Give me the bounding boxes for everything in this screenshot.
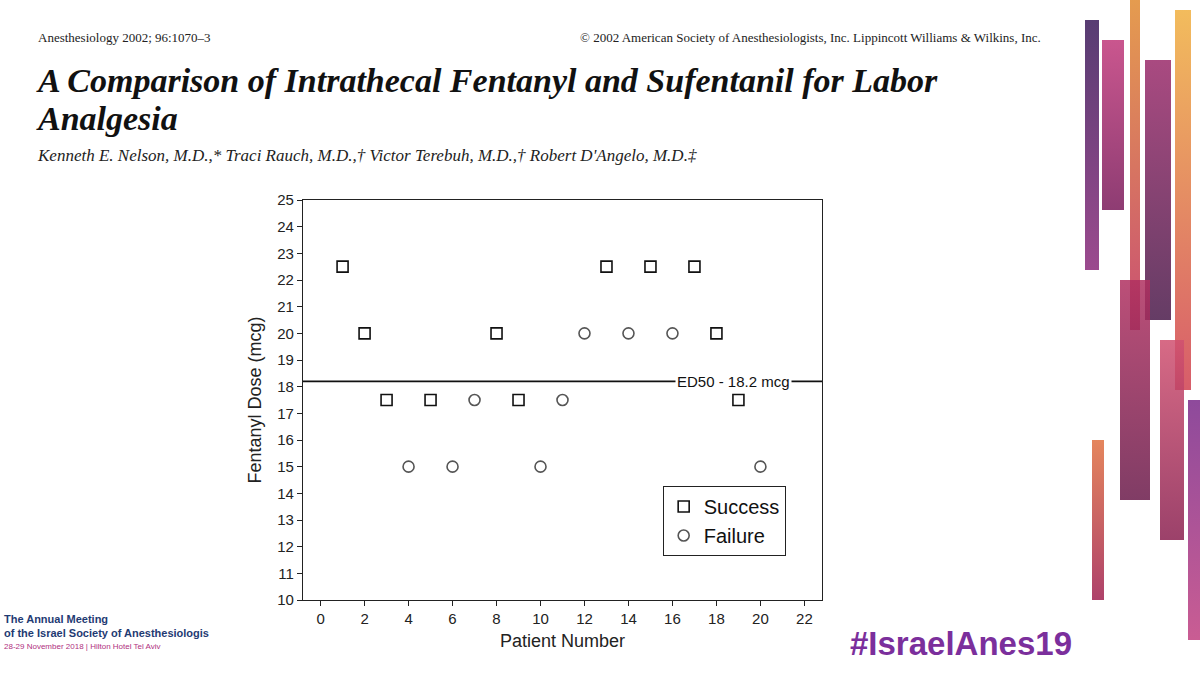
html-text:The Annual Meeting: The Annual Meeting	[4, 613, 109, 625]
html-text:© 2002 American Society of Ane: © 2002 American Society of Anesthesiolog…	[580, 30, 1041, 45]
svg-text:20: 20	[277, 325, 294, 342]
svg-text:10: 10	[532, 610, 549, 627]
svg-text:Success: Success	[704, 496, 780, 518]
svg-text:Fentanyl Dose (mcg): Fentanyl Dose (mcg)	[245, 316, 265, 483]
svg-text:12: 12	[576, 610, 593, 627]
html-text:of the Israel Society of Anest: of the Israel Society of Anesthesiologis	[4, 627, 209, 639]
svg-text:6: 6	[448, 610, 456, 627]
html-text:Kenneth E. Nelson, M.D.,* Trac: Kenneth E. Nelson, M.D.,* Traci Rauch, M…	[38, 146, 697, 165]
svg-text:Failure: Failure	[704, 525, 765, 547]
svg-text:4: 4	[404, 610, 412, 627]
svg-text:20: 20	[752, 610, 769, 627]
svg-text:10: 10	[277, 591, 294, 608]
svg-text:25: 25	[277, 191, 294, 208]
svg-text:18: 18	[708, 610, 725, 627]
svg-text:2: 2	[360, 610, 368, 627]
svg-text:16: 16	[664, 610, 681, 627]
svg-text:8: 8	[492, 610, 500, 627]
svg-text:15: 15	[277, 458, 294, 475]
svg-text:16: 16	[277, 431, 294, 448]
svg-text:14: 14	[277, 485, 294, 502]
svg-text:22: 22	[796, 610, 813, 627]
svg-text:11: 11	[278, 565, 294, 582]
svg-text:18: 18	[277, 378, 294, 395]
svg-text:13: 13	[277, 511, 294, 528]
svg-text:22: 22	[277, 271, 294, 288]
svg-text:17: 17	[277, 405, 294, 422]
svg-text:21: 21	[277, 298, 294, 315]
svg-text:24: 24	[277, 218, 294, 235]
html-text:28-29 November 2018 | Hilton H: 28-29 November 2018 | Hilton Hotel Tel A…	[4, 642, 161, 651]
html-text:#IsraelAnes19: #IsraelAnes19	[850, 625, 1072, 662]
svg-text:19: 19	[277, 351, 294, 368]
svg-text:23: 23	[277, 245, 294, 262]
svg-text:ED50 - 18.2 mcg: ED50 - 18.2 mcg	[677, 373, 790, 390]
svg-text:14: 14	[620, 610, 637, 627]
html-text:Anesthesiology 2002; 96:1070–3: Anesthesiology 2002; 96:1070–3	[38, 30, 211, 45]
svg-text:12: 12	[277, 538, 294, 555]
svg-text:0: 0	[316, 610, 324, 627]
svg-text:Patient Number: Patient Number	[500, 631, 625, 651]
html-text:A Comparison of Intrathecal Fe: A Comparison of Intrathecal Fentanyl and…	[38, 62, 938, 137]
